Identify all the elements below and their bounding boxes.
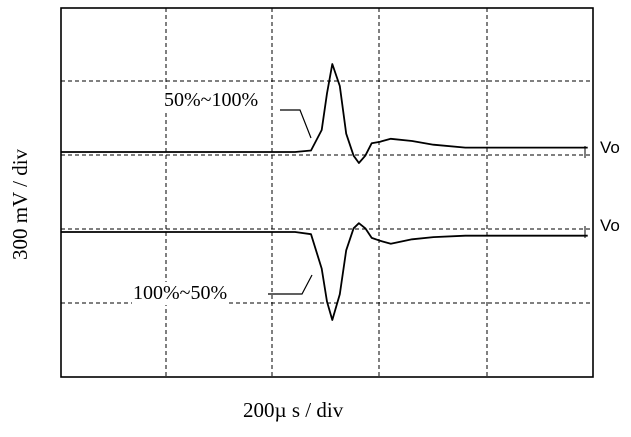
y-axis-label: 300 mV / div <box>8 148 32 260</box>
leader-line-upper <box>280 109 312 139</box>
leader-line-lower <box>268 274 313 295</box>
grid-lines <box>61 8 593 377</box>
series-label-lower: 100%~50% <box>132 282 229 305</box>
trace-upper-reference-label: Vo <box>600 138 620 157</box>
waveform-traces <box>61 63 588 321</box>
trace-line-1 <box>61 63 588 164</box>
plot-frame <box>60 7 594 378</box>
series-label-upper: 50%~100% <box>163 89 260 112</box>
trace-line-2 <box>61 222 588 321</box>
annotation-leaders <box>268 109 313 295</box>
x-axis-label: 200µ s / div <box>243 398 344 422</box>
trace-lower-reference-label: Vo <box>600 216 620 235</box>
